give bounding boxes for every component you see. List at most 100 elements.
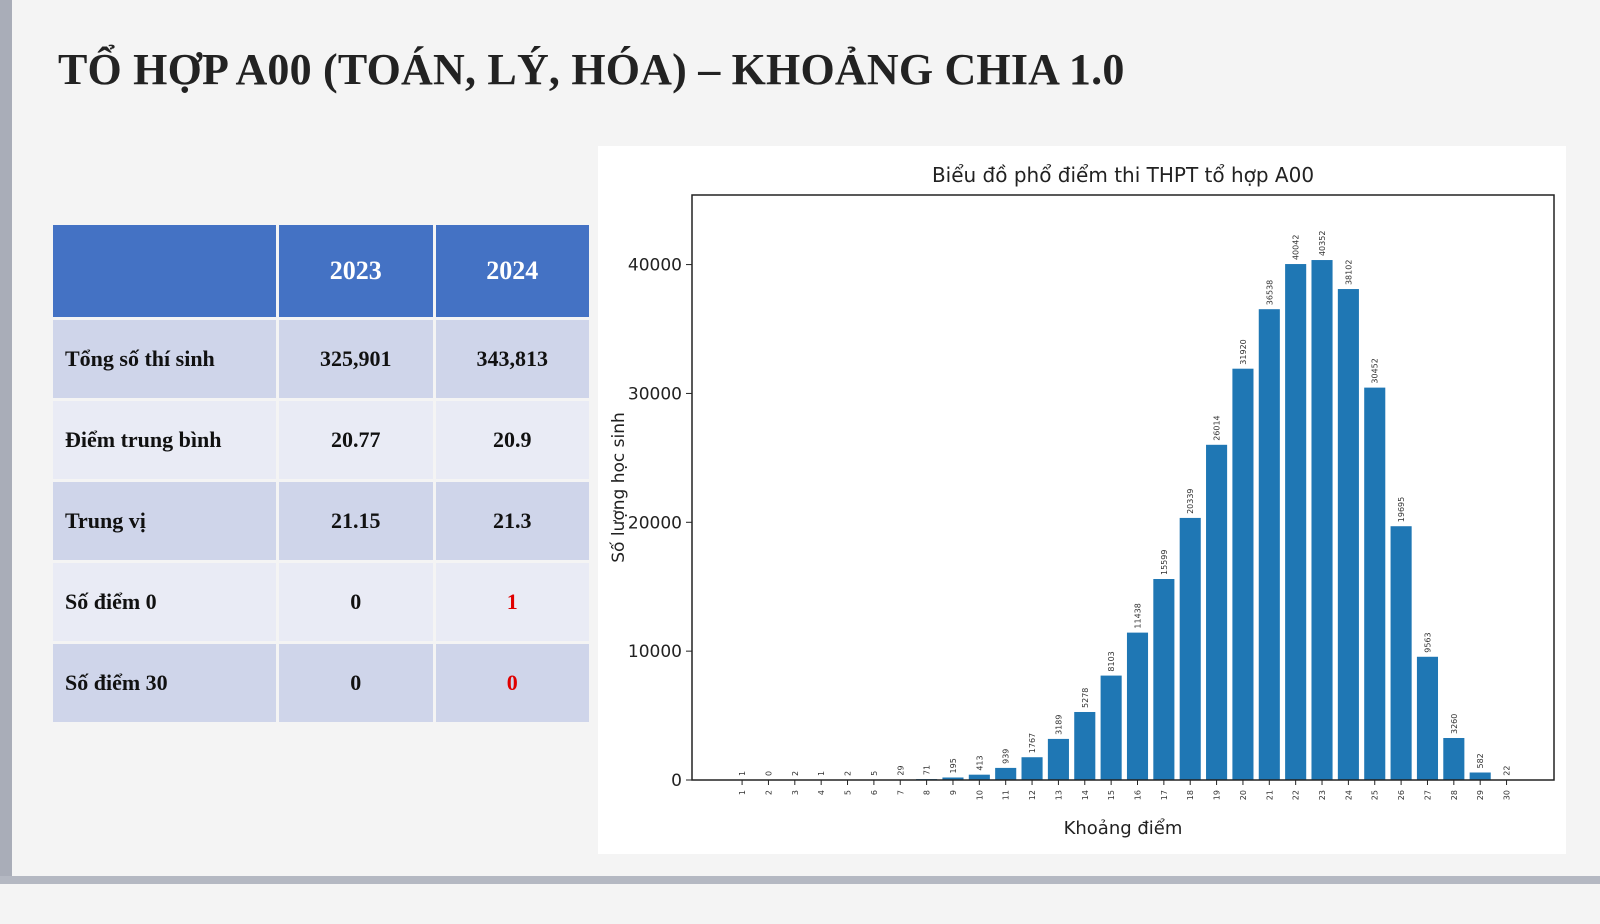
bar-value-label: 30452 bbox=[1371, 358, 1380, 383]
bar bbox=[995, 767, 1017, 780]
header-2023: 2023 bbox=[279, 225, 433, 317]
bar-value-label: 36538 bbox=[1265, 280, 1274, 305]
cell-2023: 20.77 bbox=[279, 401, 433, 479]
x-tick-label: 23 bbox=[1318, 790, 1327, 800]
bar bbox=[1311, 260, 1333, 781]
bar bbox=[1285, 264, 1307, 781]
cell-2024-highlight: 0 bbox=[435, 644, 589, 722]
x-tick-label: 27 bbox=[1423, 790, 1432, 800]
cell-2024: 343,813 bbox=[435, 320, 589, 398]
bar-value-label: 40352 bbox=[1318, 231, 1327, 256]
x-tick-label: 14 bbox=[1081, 790, 1090, 800]
x-tick-label: 1 bbox=[738, 790, 747, 795]
bar-value-label: 15599 bbox=[1160, 550, 1169, 575]
x-tick-label: 17 bbox=[1160, 790, 1169, 800]
stats-table: 2023 2024 Tổng số thí sinh 325,901 343,8… bbox=[50, 222, 592, 725]
y-tick-label: 10000 bbox=[628, 642, 682, 662]
slide-left-border bbox=[0, 0, 12, 924]
y-axis-label: Số lượng học sinh bbox=[608, 412, 629, 563]
x-tick-label: 10 bbox=[975, 790, 984, 800]
bar bbox=[1153, 578, 1175, 780]
bar-value-label: 1 bbox=[817, 771, 826, 776]
x-tick-label: 7 bbox=[896, 790, 905, 795]
table-header-row: 2023 2024 bbox=[53, 225, 589, 317]
row-label: Tổng số thí sinh bbox=[53, 320, 276, 398]
bar bbox=[1443, 737, 1465, 780]
table-row: Tổng số thí sinh 325,901 343,813 bbox=[53, 320, 589, 398]
y-tick-label: 40000 bbox=[628, 256, 682, 276]
bar bbox=[1337, 289, 1359, 780]
bar bbox=[968, 774, 990, 780]
x-tick-label: 15 bbox=[1107, 790, 1116, 800]
header-2024: 2024 bbox=[435, 225, 589, 317]
bar-value-label: 38102 bbox=[1344, 260, 1353, 285]
x-tick-label: 18 bbox=[1186, 790, 1195, 800]
bar bbox=[1074, 711, 1096, 780]
bar-value-label: 1 bbox=[738, 771, 747, 776]
bar bbox=[1416, 656, 1439, 780]
bar-value-label: 22 bbox=[1503, 766, 1512, 776]
x-tick-label: 8 bbox=[923, 790, 932, 795]
x-tick-label: 19 bbox=[1213, 790, 1222, 800]
bar-value-label: 5 bbox=[870, 771, 879, 776]
x-tick-label: 25 bbox=[1371, 790, 1380, 800]
bar-value-label: 1767 bbox=[1028, 733, 1037, 753]
slide-bottom-border bbox=[0, 876, 1600, 884]
bar bbox=[1047, 738, 1069, 780]
x-tick-label: 22 bbox=[1292, 790, 1301, 800]
x-tick-label: 6 bbox=[870, 790, 879, 795]
x-tick-label: 5 bbox=[844, 790, 853, 795]
x-tick-label: 30 bbox=[1503, 790, 1512, 800]
x-tick-label: 28 bbox=[1450, 790, 1459, 800]
table-row: Điểm trung bình 20.77 20.9 bbox=[53, 401, 589, 479]
x-tick-label: 9 bbox=[949, 790, 958, 795]
bar bbox=[1232, 368, 1254, 780]
bar-value-label: 0 bbox=[764, 771, 773, 776]
bar-value-label: 11438 bbox=[1133, 603, 1142, 628]
x-tick-label: 2 bbox=[764, 790, 773, 795]
cell-2024: 21.3 bbox=[435, 482, 589, 560]
bar-value-label: 20339 bbox=[1186, 488, 1195, 513]
x-tick-label: 26 bbox=[1397, 790, 1406, 800]
bar-value-label: 71 bbox=[923, 765, 932, 775]
bar bbox=[1179, 517, 1201, 780]
y-tick-label: 0 bbox=[671, 771, 682, 791]
slide-title: TỔ HỢP A00 (TOÁN, LÝ, HÓA) – KHOẢNG CHIA… bbox=[58, 45, 1125, 94]
cell-2023: 0 bbox=[279, 563, 433, 641]
bar bbox=[1100, 675, 1122, 780]
bar-value-label: 5278 bbox=[1081, 688, 1090, 708]
bar-chart: Biểu đồ phổ điểm thi THPT tổ hợp A00 Khoả… bbox=[608, 163, 1555, 839]
y-tick-label: 20000 bbox=[628, 513, 682, 533]
cell-2023: 0 bbox=[279, 644, 433, 722]
x-tick-label: 16 bbox=[1133, 790, 1142, 800]
next-slide-area bbox=[0, 884, 1600, 924]
row-label: Trung vị bbox=[53, 482, 276, 560]
x-tick-label: 29 bbox=[1476, 790, 1485, 800]
bar-value-label: 2 bbox=[844, 771, 853, 776]
bar-value-label: 8103 bbox=[1107, 651, 1116, 671]
chart-title: Biểu đồ phổ điểm thi THPT tổ hợp A00 bbox=[932, 163, 1314, 187]
bar-value-label: 3189 bbox=[1054, 715, 1063, 735]
bar-value-label: 413 bbox=[975, 755, 984, 770]
bar bbox=[942, 777, 964, 780]
cell-2023: 21.15 bbox=[279, 482, 433, 560]
row-label: Điểm trung bình bbox=[53, 401, 276, 479]
x-tick-label: 21 bbox=[1265, 790, 1274, 800]
cell-2023: 325,901 bbox=[279, 320, 433, 398]
table-row: Số điểm 0 0 1 bbox=[53, 563, 589, 641]
bar bbox=[1126, 632, 1149, 780]
x-tick-label: 3 bbox=[791, 790, 800, 795]
bar bbox=[1206, 444, 1228, 780]
chart-image: Biểu đồ phổ điểm thi THPT tổ hợp A00 Khoả… bbox=[598, 146, 1566, 854]
x-axis-label: Khoảng điểm bbox=[1064, 818, 1183, 839]
bar bbox=[1390, 526, 1412, 780]
row-label: Số điểm 0 bbox=[53, 563, 276, 641]
x-tick-label: 24 bbox=[1344, 790, 1353, 800]
bar-value-label: 939 bbox=[1002, 749, 1011, 764]
bar-value-label: 3260 bbox=[1450, 714, 1459, 734]
bar bbox=[1258, 309, 1280, 780]
x-tick-label: 12 bbox=[1028, 790, 1037, 800]
bar-value-label: 19695 bbox=[1397, 497, 1406, 522]
plot-frame bbox=[691, 194, 1555, 781]
table-row: Số điểm 30 0 0 bbox=[53, 644, 589, 722]
